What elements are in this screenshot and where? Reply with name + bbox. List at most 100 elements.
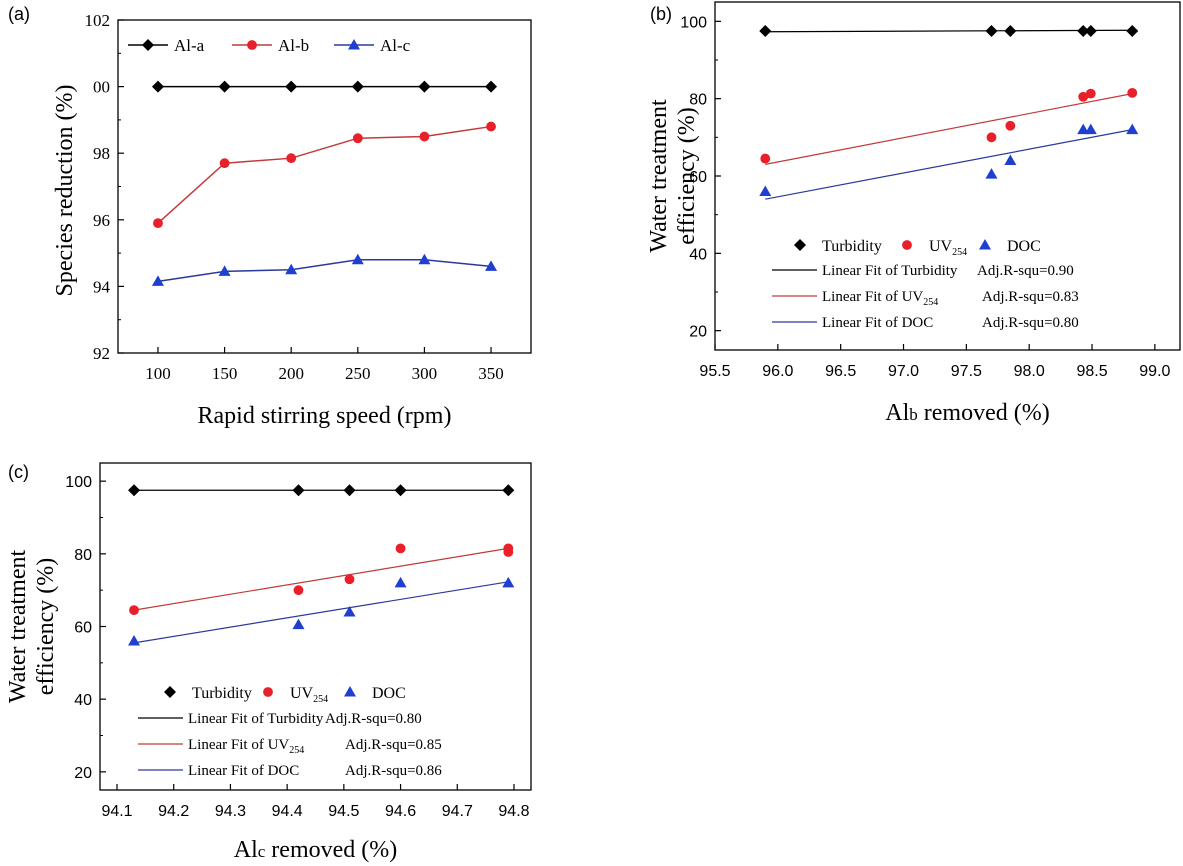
x-tick-label: 94.7 <box>442 803 473 820</box>
legend-fit-label: Linear Fit of UV254 <box>188 737 304 756</box>
legend-marker <box>902 240 912 250</box>
x-tick-label: 94.5 <box>328 803 359 820</box>
data-point-Al-c <box>485 260 498 271</box>
data-point-DOC <box>502 576 515 588</box>
y-tick-label: 60 <box>689 169 707 186</box>
fit-line-UV <box>765 93 1133 165</box>
legend-r2-label: Adj.R-squ=0.80 <box>325 711 422 727</box>
data-point-Al-a <box>485 80 498 93</box>
data-point-Turbidity <box>502 484 515 497</box>
data-point-UV <box>129 605 139 616</box>
data-point-Turbidity <box>128 484 141 497</box>
legend-label: Al-c <box>380 36 411 55</box>
data-point-Al-b <box>153 218 163 229</box>
x-tick-label: 95.5 <box>699 363 730 380</box>
x-tick-label: 96.5 <box>825 363 856 380</box>
x-tick-label: 350 <box>478 364 504 383</box>
data-point-Turbidity <box>1004 25 1017 37</box>
data-point-UV <box>1085 88 1096 99</box>
y-tick-label: 92 <box>93 344 110 363</box>
y-tick-label: 80 <box>74 547 92 564</box>
x-tick-label: 300 <box>412 364 438 383</box>
x-tick-label: 200 <box>278 364 304 383</box>
panel-b: (b) 95.5 96.0 96.5 97.0 97.5 98.0 98.5 99.0 20 40 6… <box>646 1 1181 426</box>
legend-fit-label: Linear Fit of DOC <box>822 315 933 331</box>
legend-label-main: Turbidity <box>192 685 252 702</box>
x-tick-label: 97.0 <box>888 363 919 380</box>
fit-line-DOC <box>765 129 1133 200</box>
legend-label: DOC <box>372 685 406 702</box>
plot-frame <box>714 1 1181 351</box>
legend-label-main: Turbidity <box>822 238 882 255</box>
legend-fit-label: Linear Fit of Turbidity <box>822 263 958 279</box>
y-tick-label: 100 <box>65 474 92 491</box>
x-axis-label: Alc removed (%) <box>234 837 398 863</box>
y-tick-label: 96 <box>93 211 110 230</box>
x-tick-label: 99.0 <box>1139 363 1170 380</box>
legend-fit-label-main: Linear Fit of DOC <box>188 763 299 779</box>
panel-label: (b) <box>650 4 672 24</box>
series-line-Al-c <box>157 259 492 283</box>
data-point-DOC <box>1077 123 1090 135</box>
data-point-Al-c <box>218 265 231 276</box>
data-point-DOC <box>292 618 305 630</box>
legend-label-main: DOC <box>372 685 406 702</box>
legend-marker <box>164 686 176 698</box>
legend-marker <box>142 39 154 51</box>
legend-r2-label: Adj.R-squ=0.85 <box>345 737 442 753</box>
y-tick-label: 20 <box>74 765 92 782</box>
panel-label: (a) <box>8 4 30 24</box>
plot-frame <box>99 462 532 791</box>
legend-fit-label-main: Linear Fit of DOC <box>822 315 933 331</box>
x-axis-label-main: Al <box>885 400 909 426</box>
y-axis-label-line1: Water treatment <box>5 550 31 704</box>
legend-fit-label-main: Linear Fit of UV <box>188 737 289 753</box>
data-point-DOC <box>985 168 998 179</box>
legend-marker <box>979 239 991 250</box>
x-tick-label: 94.8 <box>498 803 529 820</box>
x-tick-label: 100 <box>145 364 171 383</box>
plot-frame <box>117 19 532 354</box>
y-tick-label: 100 <box>680 14 707 31</box>
legend-fit-label: Linear Fit of UV254 <box>822 289 938 308</box>
data-point-Al-a <box>418 80 431 93</box>
data-point-Turbidity <box>985 25 998 37</box>
legend-marker <box>348 39 360 50</box>
fit-line-DOC <box>133 581 509 644</box>
legend-label: DOC <box>1007 238 1041 255</box>
legend-fit-label-main: Linear Fit of Turbidity <box>188 711 324 727</box>
x-axis-label-rest: removed (%) <box>265 837 397 863</box>
data-point-UV <box>760 153 771 164</box>
legend-fit-label: Linear Fit of DOC <box>188 763 299 779</box>
data-point-UV <box>1127 87 1138 98</box>
data-point-Al-b <box>486 121 496 132</box>
legend-label: Al-b <box>278 36 309 55</box>
x-axis-label: Rapid stirring speed (rpm) <box>198 403 452 429</box>
legend-r2-label: Adj.R-squ=0.86 <box>345 763 442 779</box>
legend-label: UV254 <box>929 238 967 258</box>
data-point-Turbidity <box>394 484 407 497</box>
legend-fit-label-sub: 254 <box>923 297 938 308</box>
data-point-Al-a <box>351 80 364 93</box>
legend-r2-label: Adj.R-squ=0.90 <box>977 263 1074 279</box>
data-point-Turbidity <box>292 484 305 497</box>
data-point-Turbidity <box>1084 25 1097 37</box>
data-point-UV <box>1078 91 1089 102</box>
legend-label-sub: 254 <box>952 247 967 258</box>
data-point-DOC <box>128 635 141 646</box>
data-point-Al-a <box>285 80 298 93</box>
legend-marker <box>247 40 257 50</box>
data-point-Al-c <box>285 263 298 275</box>
y-tick-label: 60 <box>74 620 92 637</box>
x-tick-label: 94.6 <box>385 803 416 820</box>
y-tick-label: 00 <box>93 78 110 97</box>
data-point-Al-a <box>151 80 164 93</box>
y-axis-label: Species reduction (%) <box>52 85 78 297</box>
y-tick-label: 40 <box>74 692 92 709</box>
data-point-DOC <box>343 605 356 617</box>
y-axis-label-line2: efficiency (%) <box>33 558 59 695</box>
data-point-Al-a <box>218 80 231 93</box>
data-point-DOC <box>1126 123 1139 135</box>
data-point-Al-c <box>418 253 431 265</box>
legend-fit-label-main: Linear Fit of Turbidity <box>822 263 958 279</box>
